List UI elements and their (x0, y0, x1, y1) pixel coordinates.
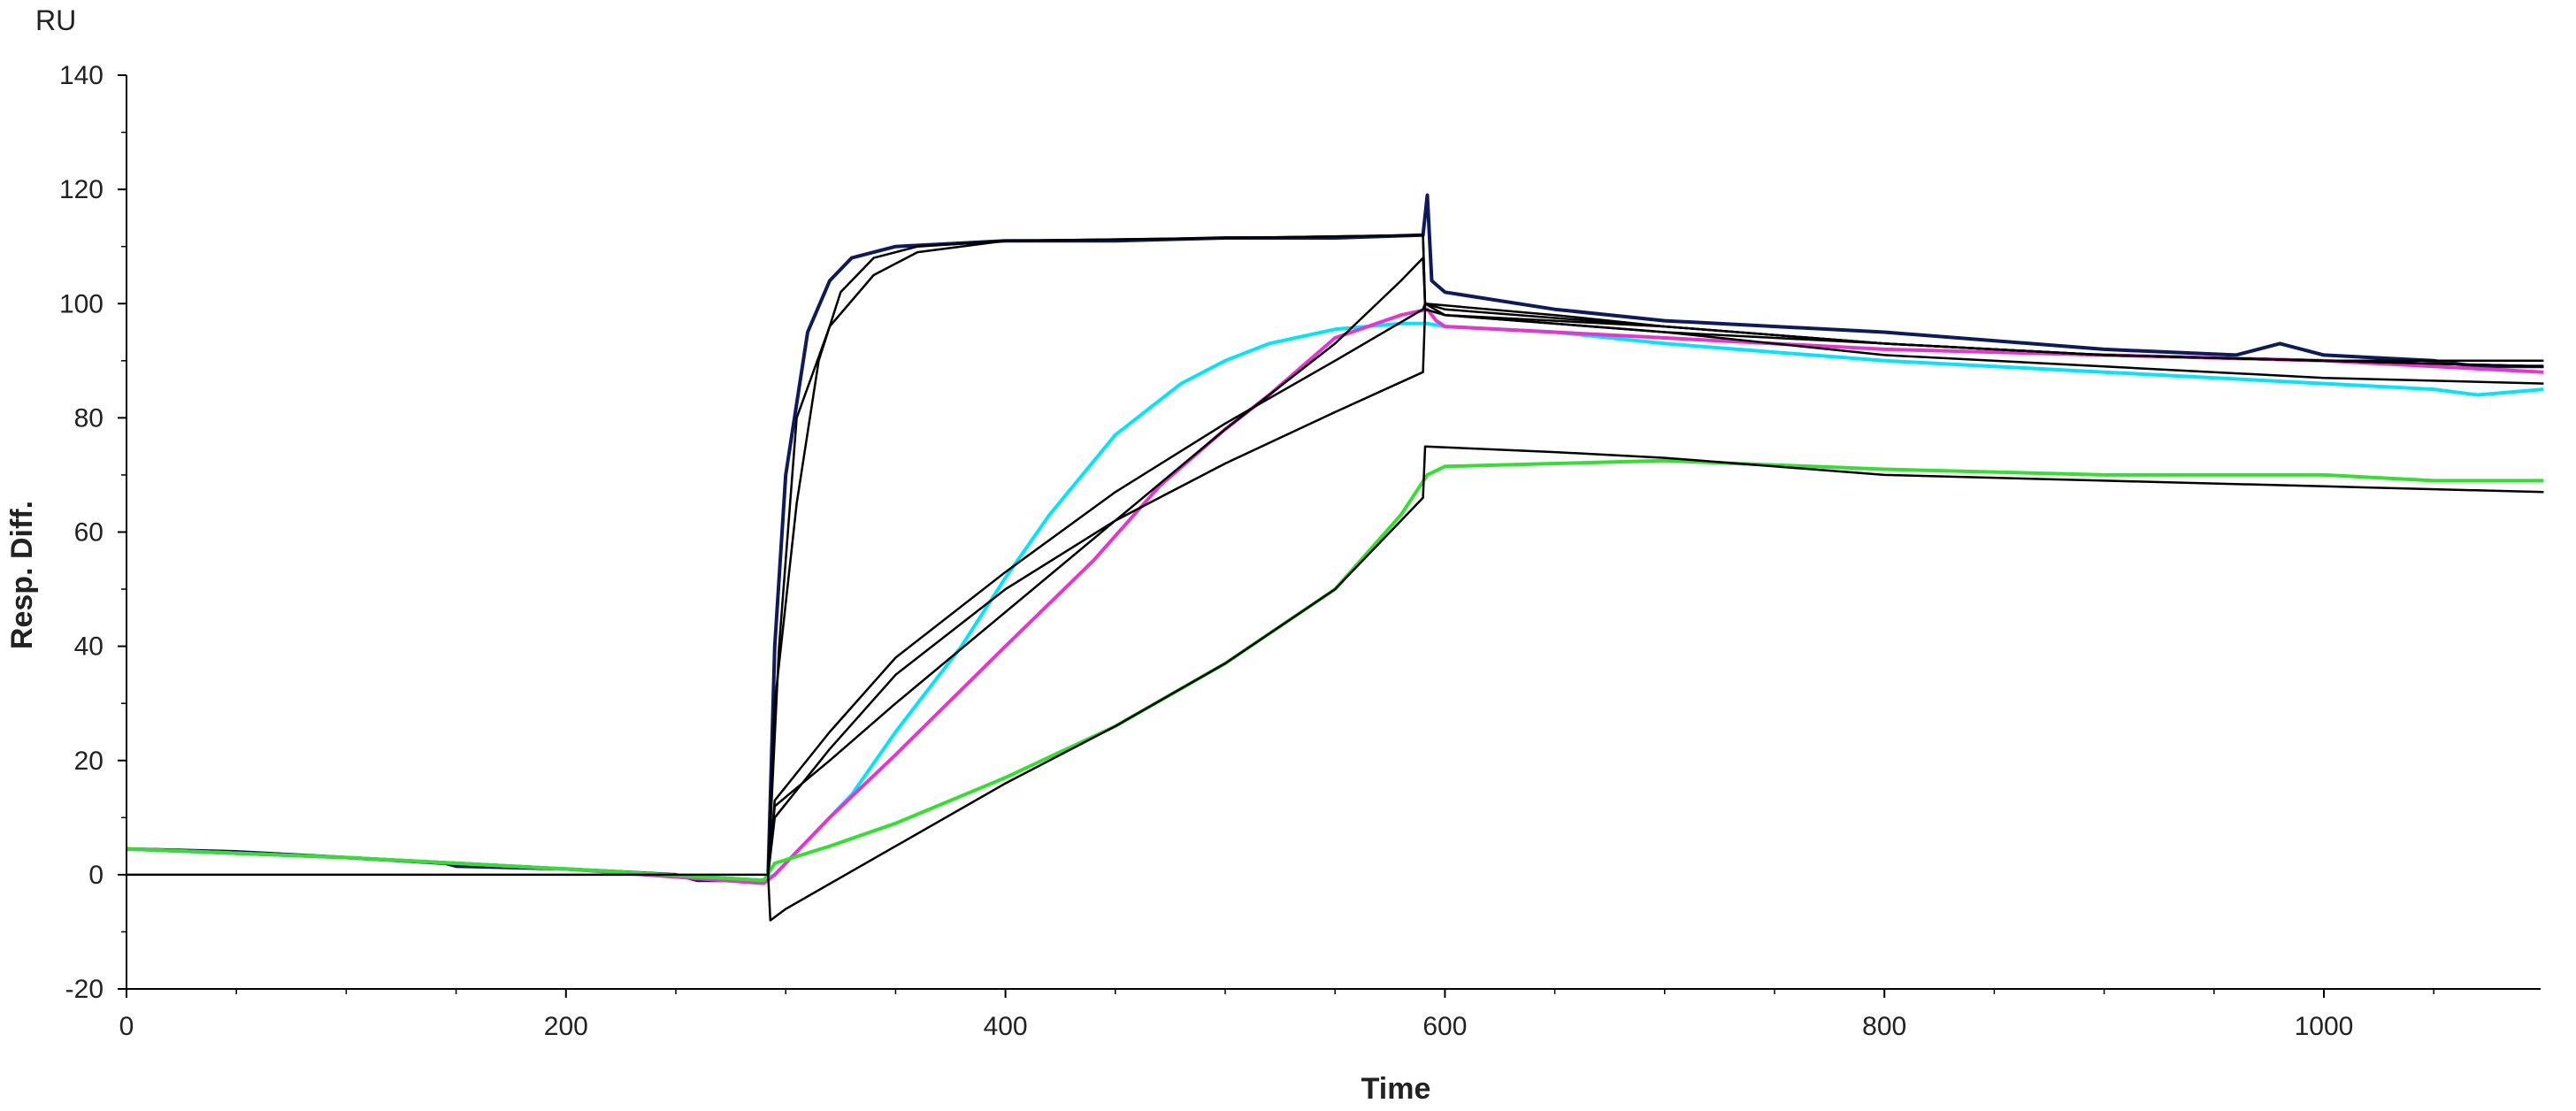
sensorgram-curve-2 (126, 321, 2544, 883)
x-tick-label: 1000 (2295, 1012, 2354, 1041)
x-tick-label: 400 (984, 1012, 1028, 1041)
x-tick-label: 600 (1422, 1012, 1467, 1041)
sensorgram-curve-1 (126, 193, 2544, 883)
y-axis-title: Resp. Diff. (5, 501, 39, 649)
x-axis-title: Time (1361, 1072, 1431, 1106)
y-ticks: -20 0 20 40 60 80 100 120 140 (59, 61, 126, 1004)
x-tick-label: 200 (544, 1012, 588, 1041)
axes-layer (126, 75, 2541, 990)
sensorgram-curve-3 (126, 307, 2544, 885)
y-tick-label: 0 (88, 861, 104, 890)
fit-curve-5 (126, 445, 2544, 922)
y-tick-label: 20 (74, 747, 104, 776)
x-tick-label: 800 (1862, 1012, 1906, 1041)
y-unit-label: RU (35, 4, 76, 36)
y-tick-label: 40 (74, 632, 104, 662)
y-tick-label: -20 (65, 975, 104, 1004)
y-tick-label: 80 (74, 403, 104, 433)
y-tick-label: 60 (74, 518, 104, 548)
fit-curve-6 (767, 308, 2544, 876)
y-tick-label: 120 (59, 175, 104, 204)
x-tick-label: 0 (119, 1012, 134, 1041)
x-ticks: 0 200 400 600 800 1000 (119, 989, 2434, 1041)
series-layer (126, 193, 2544, 922)
sensorgram-curve-4 (126, 458, 2544, 883)
fit-curve-10 (767, 257, 2544, 876)
y-tick-label: 100 (59, 289, 104, 318)
y-tick-label: 140 (59, 61, 104, 90)
